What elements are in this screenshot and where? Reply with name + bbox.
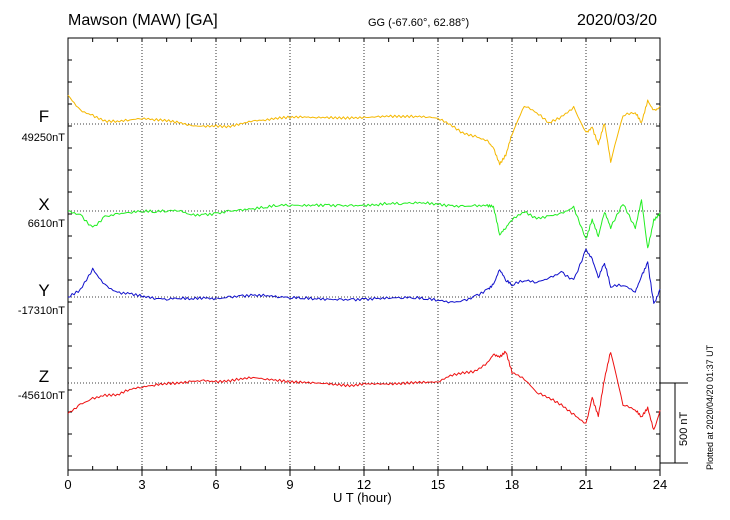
series-line-x	[67, 199, 661, 249]
chart-title: Mawson (MAW) [GA]	[68, 12, 218, 29]
x-axis-label: U T (hour)	[333, 490, 392, 505]
x-tick-label: 0	[64, 477, 71, 492]
component-label-y: Y	[38, 281, 50, 300]
series-line-y	[68, 248, 661, 304]
x-tick-label: 9	[286, 477, 293, 492]
component-label-x: X	[38, 195, 50, 214]
baseline-label-z: -45610nT	[17, 390, 65, 402]
x-tick-label: 15	[431, 477, 445, 492]
baseline-label-y: -17310nT	[17, 305, 65, 317]
x-tick-label: 18	[505, 477, 519, 492]
component-label-z: Z	[38, 367, 50, 386]
x-tick-label: 3	[138, 477, 145, 492]
station-coordinates: GG (-67.60°, 62.88°)	[368, 17, 470, 29]
x-tick-label: 21	[579, 477, 593, 492]
x-tick-label: 12	[357, 477, 371, 492]
x-tick-label: 24	[653, 477, 667, 492]
baseline-label-x: 6610nT	[27, 218, 65, 230]
baseline-label-f: 49250nT	[21, 132, 65, 144]
series-line-f	[67, 94, 661, 166]
x-tick-label: 6	[212, 477, 219, 492]
series-line-z	[67, 350, 661, 430]
chart-date: 2020/03/20	[577, 12, 658, 29]
component-label-f: F	[38, 107, 50, 126]
